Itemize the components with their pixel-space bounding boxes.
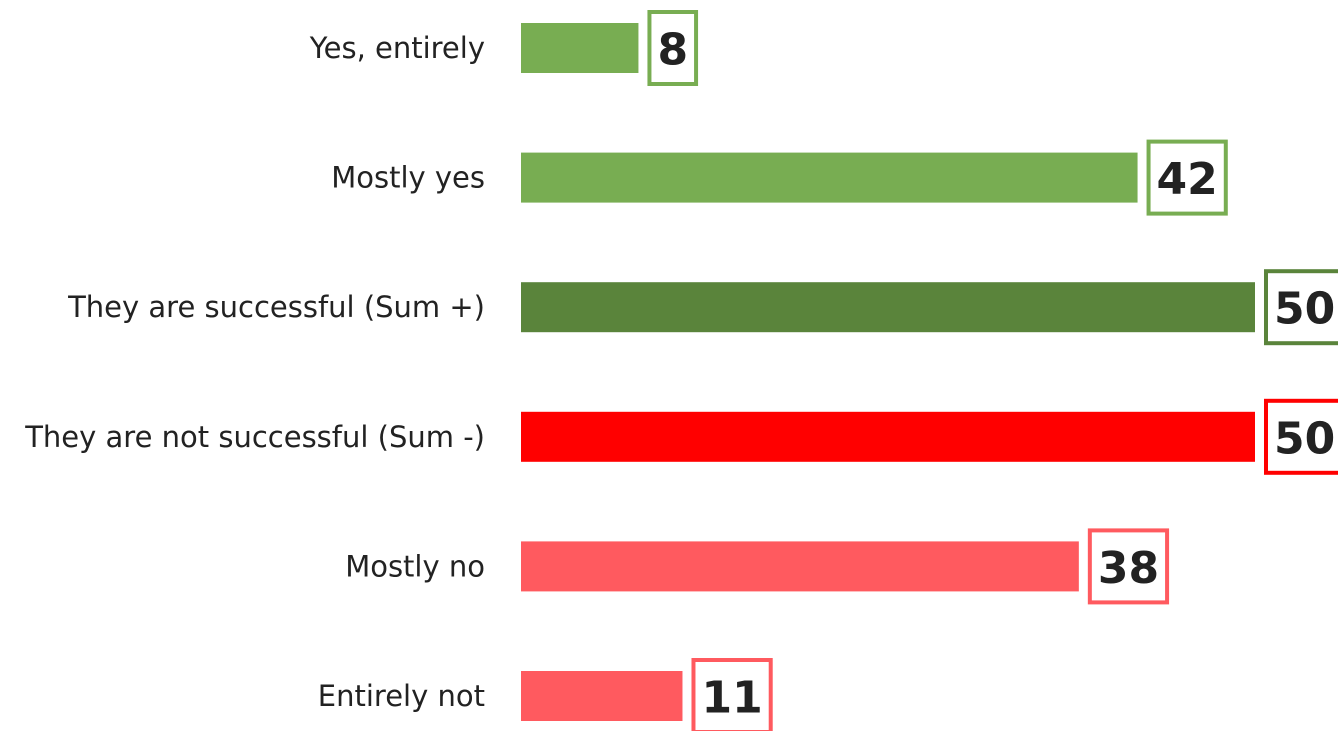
bar xyxy=(521,541,1079,592)
bar xyxy=(521,152,1138,203)
category-label: Entirely not xyxy=(318,679,485,713)
bar xyxy=(521,411,1255,462)
value-label: 50 xyxy=(1274,413,1335,464)
category-label: Mostly no xyxy=(345,549,485,583)
category-label: They are not successful (Sum -) xyxy=(24,420,485,454)
value-label-box xyxy=(1087,528,1170,605)
value-label-box xyxy=(1264,269,1338,346)
bar xyxy=(521,23,639,73)
value-label-box xyxy=(647,10,699,86)
category-label: Mostly yes xyxy=(331,161,485,195)
value-label-box xyxy=(1264,398,1338,475)
value-label: 11 xyxy=(701,673,762,724)
value-label: 50 xyxy=(1274,284,1335,335)
category-label: Yes, entirely xyxy=(309,31,485,65)
value-label: 8 xyxy=(657,25,688,76)
value-label: 42 xyxy=(1157,154,1218,205)
value-label-box xyxy=(691,658,773,731)
bar xyxy=(521,282,1255,333)
bar xyxy=(521,671,683,721)
value-label-box xyxy=(1146,139,1228,216)
value-label: 38 xyxy=(1098,543,1159,594)
category-label: They are successful (Sum +) xyxy=(67,290,485,324)
